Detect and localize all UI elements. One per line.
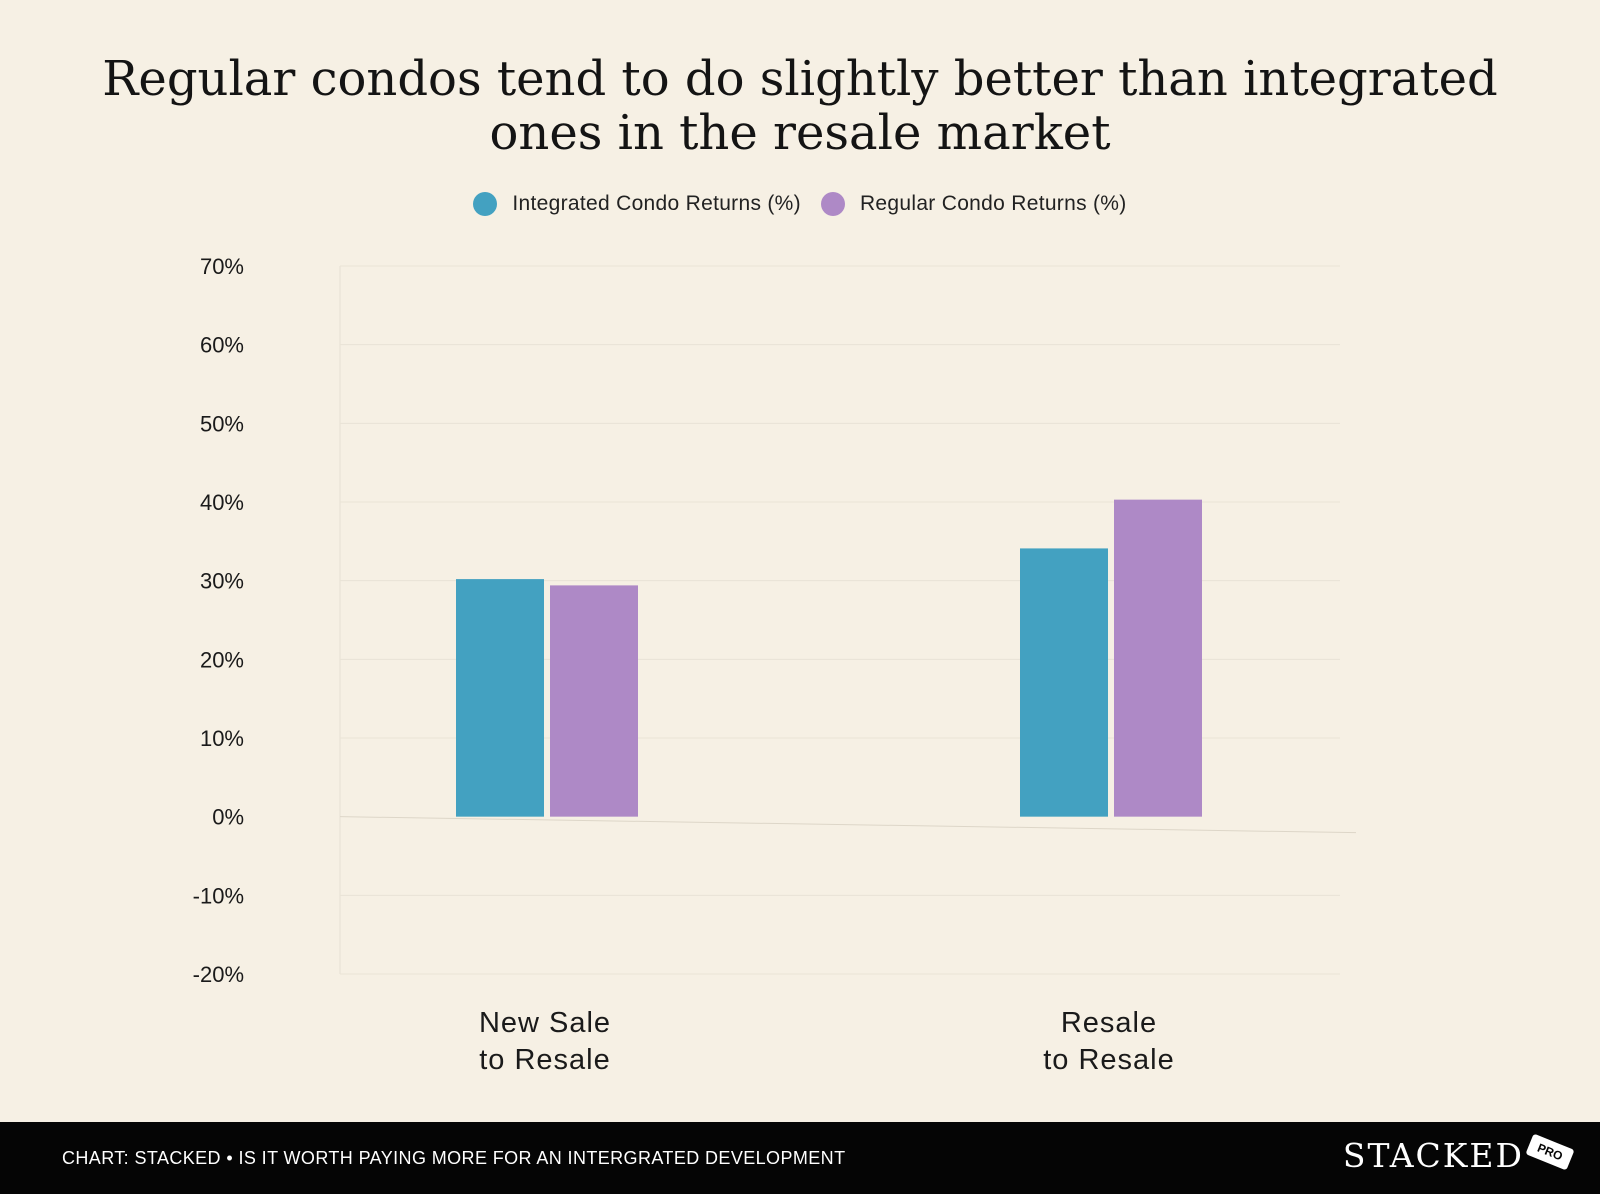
legend-swatch-integrated <box>473 192 498 216</box>
legend-item-integrated: Integrated Condo Returns (%) <box>473 192 801 216</box>
y-tick-label: 0% <box>212 805 244 830</box>
legend-label-regular: Regular Condo Returns (%) <box>859 192 1127 215</box>
zero-baseline <box>339 816 1357 834</box>
y-tick-label: 30% <box>200 569 244 594</box>
y-tick-label: -20% <box>193 962 244 987</box>
legend-item-regular: Regular Condo Returns (%) <box>820 192 1127 216</box>
y-tick-label: 50% <box>200 411 244 436</box>
footer-source-text: CHART: STACKED • IS IT WORTH PAYING MORE… <box>62 1148 846 1168</box>
bar-integrated <box>456 579 544 817</box>
chart-title-line-1: Regular condos tend to do slightly bette… <box>102 51 1498 107</box>
bar-regular <box>1114 499 1202 817</box>
bar-chart: 70% 60% 50% 40% 30% 20% 10% 0% -10% -20% New Sale t… <box>193 254 1357 1076</box>
brand-wordmark: STACKED <box>1342 1136 1524 1175</box>
x-tick-label: Resale <box>1061 1007 1157 1039</box>
y-tick-label: 60% <box>200 333 244 358</box>
pro-badge: PRO <box>1525 1133 1575 1170</box>
y-tick-label: 10% <box>200 726 244 751</box>
chart-legend: Integrated Condo Returns (%) Regular Con… <box>0 192 1600 216</box>
y-tick-label: -10% <box>193 883 244 908</box>
x-tick-label: to Resale <box>1043 1044 1175 1076</box>
chart-title-line-2: ones in the resale market <box>489 105 1111 161</box>
y-tick-label: 70% <box>200 254 244 279</box>
legend-swatch-regular <box>820 192 845 216</box>
bar-regular <box>550 585 638 817</box>
y-tick-label: 20% <box>200 647 244 672</box>
chart-title: Regular condos tend to do slightly bette… <box>100 52 1500 160</box>
bar-integrated <box>1020 548 1108 817</box>
x-tick-label: to Resale <box>479 1044 611 1076</box>
brand-logo: STACKED PRO <box>1342 1133 1575 1175</box>
y-tick-label: 40% <box>200 490 244 515</box>
footer-bar: CHART: STACKED • IS IT WORTH PAYING MORE… <box>0 1122 1600 1194</box>
legend-label-integrated: Integrated Condo Returns (%) <box>512 192 801 215</box>
x-tick-label: New Sale <box>479 1007 611 1039</box>
